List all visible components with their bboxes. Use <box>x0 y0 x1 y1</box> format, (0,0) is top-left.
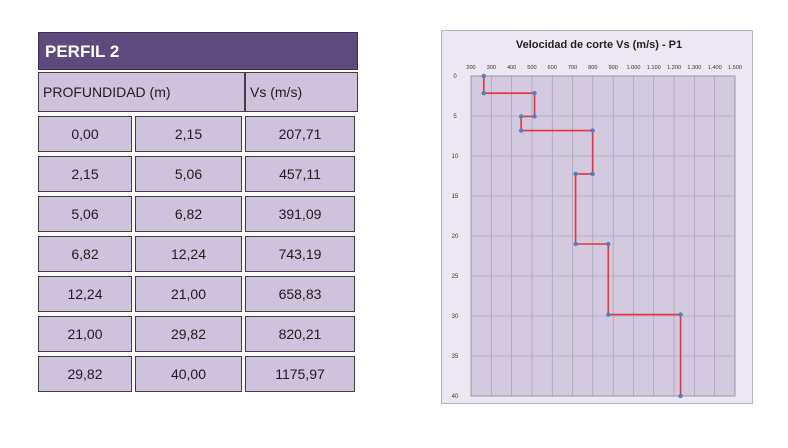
x-tick-label: 800 <box>588 65 597 71</box>
depth-to-cell: 21,00 <box>135 276 242 312</box>
series-layer <box>481 73 683 399</box>
data-point <box>590 128 595 133</box>
data-point <box>518 128 524 133</box>
data-point <box>678 393 683 399</box>
depth-to-cell: 29,82 <box>135 316 242 352</box>
data-point <box>532 91 537 96</box>
table-row: 5,06 6,82 391,09 <box>38 196 358 232</box>
y-tick-label: 0 <box>453 74 457 80</box>
depth-from-cell: 5,06 <box>38 196 132 232</box>
depth-to-cell: 6,82 <box>135 196 242 232</box>
depth-to-cell: 2,15 <box>135 116 242 152</box>
table-title: PERFIL 2 <box>38 32 358 70</box>
chart-title: Velocidad de corte Vs (m/s) - P1 <box>516 39 682 51</box>
depth-from-cell: 29,82 <box>38 356 132 392</box>
vs-column-header: Vs (m/s) <box>245 72 358 112</box>
data-point <box>606 312 611 317</box>
vs-cell: 1175,97 <box>245 356 355 392</box>
data-point <box>532 114 537 119</box>
y-tick-labels: 0 5 10 15 20 25 30 35 40 <box>452 74 459 400</box>
data-point <box>573 171 578 177</box>
data-point <box>590 171 595 177</box>
y-tick-label: 35 <box>452 354 459 360</box>
table-header: PROFUNDIDAD (m) Vs (m/s) <box>38 72 358 112</box>
table-row: 29,82 40,00 1175,97 <box>38 356 358 392</box>
x-tick-label: 700 <box>568 65 577 71</box>
data-point <box>481 91 486 96</box>
x-tick-label: 500 <box>527 65 536 71</box>
x-tick-label: 300 <box>487 65 496 71</box>
depth-to-cell: 12,24 <box>135 236 242 272</box>
x-tick-label: 1.400 <box>708 65 722 71</box>
chart-svg: Velocidad de corte Vs (m/s) - P1 200 300 4… <box>441 30 753 404</box>
x-tick-label: 400 <box>507 65 516 71</box>
data-point <box>518 114 524 119</box>
x-tick-label: 900 <box>608 65 617 71</box>
y-tick-label: 15 <box>452 194 459 200</box>
y-tick-label: 30 <box>452 314 459 320</box>
depth-column-header: PROFUNDIDAD (m) <box>38 72 245 112</box>
y-tick-label: 25 <box>452 274 459 280</box>
vs-cell: 658,83 <box>245 276 355 312</box>
table-row: 12,24 21,00 658,83 <box>38 276 358 312</box>
y-tick-label: 40 <box>452 394 459 400</box>
data-point <box>678 312 683 317</box>
x-tick-label: 1.100 <box>647 65 661 71</box>
data-point <box>481 73 486 79</box>
depth-from-cell: 0,00 <box>38 116 132 152</box>
x-tick-label: 1.300 <box>687 65 701 71</box>
depth-from-cell: 2,15 <box>38 156 132 192</box>
vs-cell: 391,09 <box>245 196 355 232</box>
vs-cell: 820,21 <box>245 316 355 352</box>
table-row: 0,00 2,15 207,71 <box>38 116 358 152</box>
profile-table: PERFIL 2 PROFUNDIDAD (m) Vs (m/s) 0,00 2… <box>38 32 358 392</box>
x-tick-label: 1.200 <box>667 65 681 71</box>
table-row: 21,00 29,82 820,21 <box>38 316 358 352</box>
velocity-chart: Velocidad de corte Vs (m/s) - P1 200 300 4… <box>441 30 753 404</box>
series-line <box>482 76 682 396</box>
x-tick-labels: 200 300 400 500 600 700 800 900 1.000 1.100 1.200 1… <box>466 65 742 71</box>
vs-cell: 743,19 <box>245 236 355 272</box>
depth-from-cell: 6,82 <box>38 236 132 272</box>
depth-from-cell: 12,24 <box>38 276 132 312</box>
x-tick-label: 1.500 <box>728 65 742 71</box>
data-point <box>606 241 611 247</box>
y-tick-label: 20 <box>452 234 459 240</box>
data-point <box>573 241 578 247</box>
y-tick-label: 10 <box>452 154 459 160</box>
x-tick-label: 1.000 <box>626 65 640 71</box>
depth-to-cell: 40,00 <box>135 356 242 392</box>
vs-cell: 457,11 <box>245 156 355 192</box>
y-tick-label: 5 <box>453 114 457 120</box>
depth-from-cell: 21,00 <box>38 316 132 352</box>
grid <box>470 75 736 397</box>
vs-cell: 207,71 <box>245 116 355 152</box>
table-row: 6,82 12,24 743,19 <box>38 236 358 272</box>
x-tick-label: 600 <box>548 65 557 71</box>
depth-to-cell: 5,06 <box>135 156 242 192</box>
x-tick-label: 200 <box>466 65 475 71</box>
table-row: 2,15 5,06 457,11 <box>38 156 358 192</box>
